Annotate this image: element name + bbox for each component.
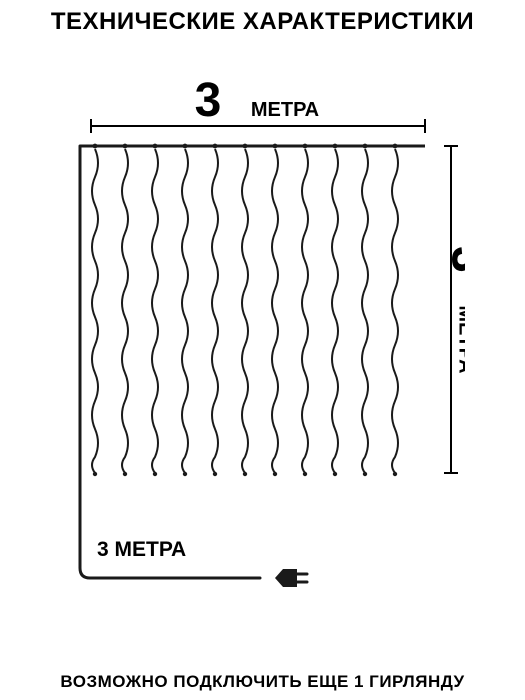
svg-text:3: 3: [195, 78, 222, 127]
tech-diagram: 3 МЕТРА 3 МЕТРА 3 МЕТРА: [65, 78, 465, 638]
svg-text:МЕТРА: МЕТРА: [455, 305, 465, 373]
footer-note: ВОЗМОЖНО ПОДКЛЮЧИТЬ ЕЩЕ 1 ГИРЛЯНДУ: [0, 672, 525, 692]
svg-text:3 МЕТРА: 3 МЕТРА: [97, 538, 186, 561]
svg-text:МЕТРА: МЕТРА: [251, 99, 319, 121]
diagram-svg: 3 МЕТРА 3 МЕТРА 3 МЕТРА: [65, 78, 465, 638]
page-title: ТЕХНИЧЕСКИЕ ХАРАКТЕРИСТИКИ: [0, 8, 525, 36]
svg-text:3: 3: [441, 246, 465, 273]
